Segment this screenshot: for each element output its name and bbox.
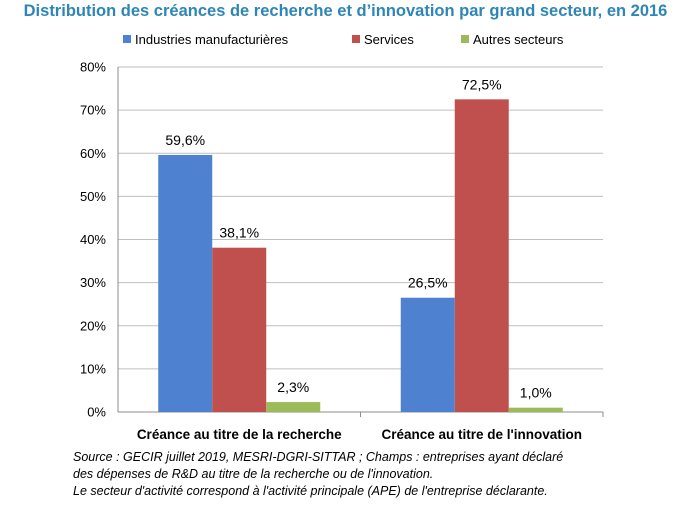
data-label: 59,6% [165, 132, 205, 148]
bar-chart: 0% 10% 20% 30% 40% 50% 60% 70% 80% 59,6% 38,1% 2,3%… [80, 32, 604, 442]
bar [508, 407, 563, 412]
bar [212, 247, 267, 412]
data-label: 26,5% [408, 275, 448, 291]
data-label: 38,1% [219, 225, 259, 241]
y-tick-label: 0% [87, 405, 106, 420]
bar [158, 154, 213, 412]
y-tick-label: 50% [80, 189, 106, 204]
y-tick-label: 80% [80, 60, 106, 75]
data-label: 72,5% [462, 76, 502, 92]
data-label: 2,3% [277, 379, 309, 395]
y-tick-label: 30% [80, 275, 106, 290]
x-tick-label: Créance au titre de la recherche [137, 427, 342, 442]
y-tick-label: 60% [80, 146, 106, 161]
x-tick-label: Créance au titre de l'innovation [381, 427, 582, 442]
y-tick-label: 20% [80, 318, 106, 333]
legend-swatch [352, 35, 360, 43]
bar [266, 402, 321, 412]
legend-label: Industries manufacturières [135, 32, 289, 47]
y-tick-label: 70% [80, 103, 106, 118]
chart-title: Distribution des créances de recherche e… [23, 2, 668, 20]
legend-label: Autres secteurs [473, 32, 564, 47]
y-tick-label: 10% [80, 361, 106, 376]
y-tick-label: 40% [80, 232, 106, 247]
data-label: 1,0% [520, 385, 552, 401]
legend-label: Services [364, 32, 414, 47]
bar [400, 297, 455, 412]
source-line: Le secteur d'activité correspond à l'act… [73, 484, 548, 498]
source-line: Source : GECIR juillet 2019, MESRI-DGRI-… [73, 450, 564, 464]
legend-swatch [123, 35, 131, 43]
bar [454, 99, 509, 412]
source-line: des dépenses de R&D au titre de la reche… [73, 467, 434, 481]
legend-swatch [461, 35, 469, 43]
source-note: Source : GECIR juillet 2019, MESRI-DGRI-… [73, 449, 683, 500]
